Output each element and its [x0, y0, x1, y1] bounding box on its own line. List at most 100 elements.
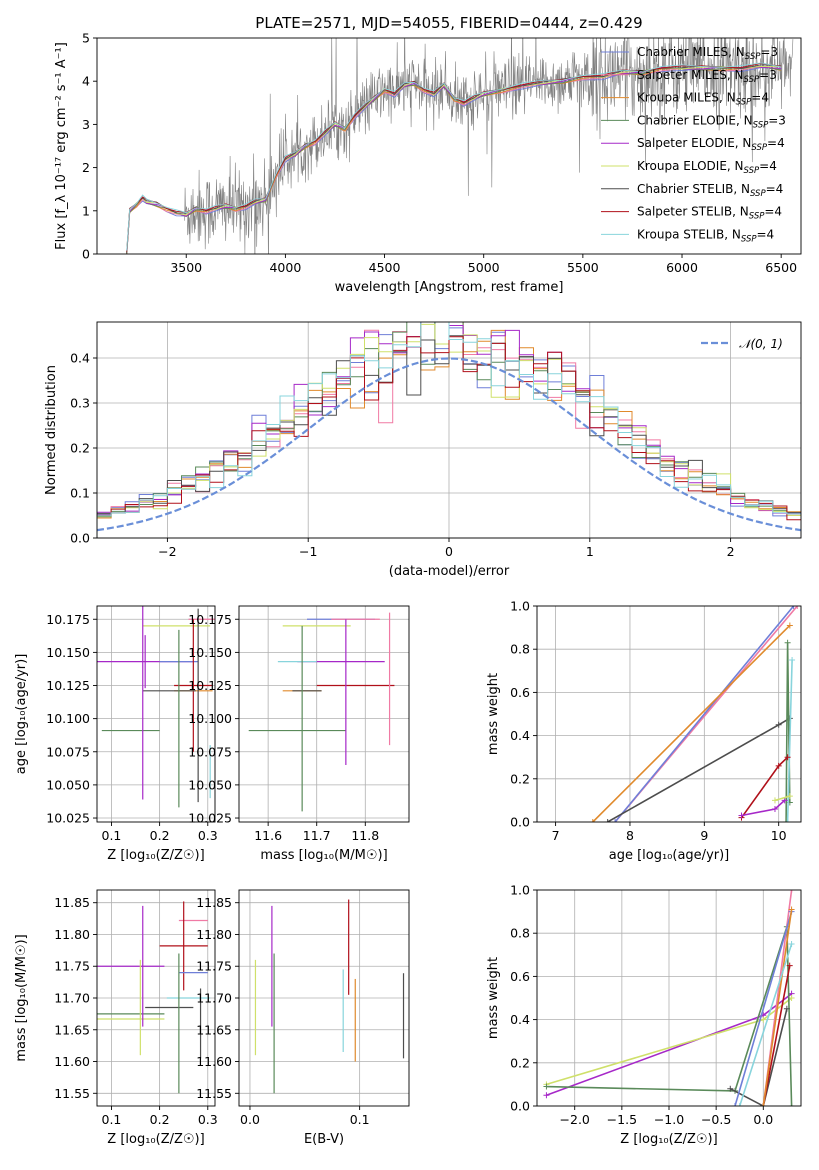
y-tick-label: 0.2	[70, 441, 90, 456]
y-tick-label: 4	[82, 74, 90, 89]
panel-age-vs-Z: 0.1 0.2 0.3 10.025 10.050 10.075 10.100 10.125 1…	[14, 605, 218, 863]
legend-text: Chabrier STELIB, N	[637, 182, 750, 196]
mass-weight-marker	[788, 941, 795, 947]
model-spectrum-line	[126, 62, 782, 251]
y-tick-label: 0.8	[510, 926, 530, 941]
x-tick-label: 5500	[567, 260, 599, 275]
x-tick-label: 0.1	[102, 828, 122, 843]
y-tick-label: 10.025	[46, 811, 90, 826]
y-tick-label: 0.0	[510, 1099, 530, 1114]
y-tick-label: 0.0	[70, 531, 90, 546]
legend-text: =4	[757, 227, 775, 241]
mass-weight-marker	[732, 1103, 738, 1106]
x-tick-label: 0.2	[150, 828, 170, 843]
y-tick-label: 11.70	[54, 991, 90, 1006]
mass-weight-marker	[727, 1085, 734, 1092]
y-tick-label: 11.65	[196, 1022, 232, 1037]
legend-text: Kroupa MILES, N	[637, 91, 736, 105]
observed-spectrum-line	[184, 38, 794, 254]
mass-weight-marker	[783, 1005, 790, 1012]
y-tick-label: 0.6	[510, 685, 530, 700]
plot-area	[248, 612, 395, 812]
legend-text: =3	[768, 113, 786, 127]
plot-area	[97, 901, 211, 1094]
y-tick-label: 11.65	[54, 1022, 90, 1037]
legend-entry: Salpeter STELIB, NSSP=4	[637, 205, 782, 222]
mass-weight-line	[729, 1008, 788, 1106]
x-tick-label: 9	[700, 828, 708, 843]
gaussian-reference-line	[97, 357, 801, 532]
mass-weight-marker	[790, 606, 797, 609]
x-axis-label: Z [log₁₀(Z/Z☉)]	[107, 848, 204, 863]
mass-weight-line	[607, 717, 791, 822]
mass-weight-marker	[788, 906, 795, 913]
mass-weight-marker	[775, 762, 782, 769]
y-tick-label: 10.100	[46, 711, 90, 726]
x-tick-label: −1.5	[607, 1112, 637, 1127]
panel-mass-vs-Z: 0.1 0.2 0.3 11.55 11.60 11.65 11.70 11.75 11.80 1…	[14, 889, 218, 1147]
y-tick-label: 0	[82, 247, 90, 262]
y-tick-label: 0.4	[510, 1012, 530, 1027]
axes-root: 3500 4000 4500 5000 5500 6000 6500 0 1 2 3 4 5 wavele…	[14, 31, 802, 1147]
legend-text: =4	[759, 159, 777, 173]
legend-entry: Salpeter ELODIE, NSSP=4	[637, 136, 785, 153]
legend-entry: Chabrier MILES, NSSP=3	[637, 45, 778, 62]
panel-mass-vs-ebv: 0.0 0.1 11.55 11.60 11.65 11.70 11.75 11.80 11.8…	[196, 889, 410, 1147]
x-tick-label: 0	[445, 544, 453, 559]
axes-overlay: 7 8 9 10 0.0 0.2 0.4 0.6 0.8 1.0 age [log₁₀(age/yr…	[486, 599, 802, 863]
mass-weight-marker	[775, 721, 782, 728]
legend-text: Kroupa STELIB, N	[637, 227, 741, 241]
y-tick-label: 10.175	[46, 612, 90, 627]
mass-weight-line	[762, 909, 793, 1106]
y-tick-label: 10.125	[46, 678, 90, 693]
histogram-step-line	[97, 322, 801, 538]
legend-subscript: SSP	[751, 143, 767, 153]
y-tick-label: 11.80	[196, 927, 232, 942]
x-tick-label: 6500	[765, 260, 797, 275]
histogram-step-line	[97, 322, 801, 538]
mass-weight-line	[614, 606, 795, 822]
y-tick-label: 10.125	[188, 678, 232, 693]
y-tick-label: 10.175	[188, 612, 232, 627]
mass-weight-line	[734, 911, 793, 1106]
axes-overlay: 0.0 0.1 11.55 11.60 11.65 11.70 11.75 11.80 11.8…	[196, 889, 410, 1147]
axes-overlay: −2 −1 0 1 2 0.0 0.1 0.2 0.3 0.4 (data-model)/error…	[44, 321, 802, 579]
mass-weight-marker	[738, 812, 745, 819]
mass-weight-marker	[788, 1103, 795, 1106]
panel-massweight-vs-age: 7 8 9 10 0.0 0.2 0.4 0.6 0.8 1.0 age [log₁₀(age/yr…	[486, 599, 802, 863]
y-tick-label: 11.80	[54, 927, 90, 942]
mass-weight-marker	[786, 793, 793, 800]
y-axis-label: mass weight	[486, 673, 501, 755]
y-tick-label: 11.60	[54, 1054, 90, 1069]
legend-text: Salpeter MILES, N	[637, 68, 744, 82]
mass-weight-marker	[771, 806, 778, 813]
legend-text: Chabrier MILES, N	[637, 45, 745, 59]
x-tick-label: −0.5	[701, 1112, 731, 1127]
legend-subscript: SSP	[736, 98, 752, 108]
mass-weight-marker	[783, 819, 790, 822]
legend-entry: Kroupa STELIB, NSSP=4	[637, 227, 774, 244]
axes-overlay: −2.0 −1.5 −1.0 −0.5 0.0 0.0 0.2 0.4 0.6 0.8 1.0 Z […	[486, 883, 802, 1147]
x-tick-label: 0.0	[240, 1112, 260, 1127]
y-axis-label: age [log₁₀(age/yr)]	[14, 654, 29, 775]
mass-weight-marker	[760, 1016, 767, 1023]
legend-text: =4	[766, 182, 784, 196]
mass-weight-line	[592, 624, 791, 822]
x-tick-label: 0.3	[198, 828, 218, 843]
mass-weight-marker	[788, 890, 795, 893]
legend-entry: Kroupa MILES, NSSP=4	[637, 91, 769, 108]
mass-weight-marker	[760, 1103, 767, 1106]
y-tick-label: 0.4	[510, 728, 530, 743]
x-tick-label: 0.3	[198, 1112, 218, 1127]
legend-subscript: SSP	[745, 52, 761, 62]
panel-spectrum: 3500 4000 4500 5000 5500 6000 6500 0 1 2 3 4 5 wavele…	[54, 31, 802, 295]
y-tick-label: 5	[82, 31, 90, 46]
y-tick-label: 0.4	[70, 351, 90, 366]
y-tick-label: 0.2	[510, 1055, 530, 1070]
legend-text: Salpeter ELODIE, N	[637, 136, 751, 150]
x-tick-label: 10	[771, 828, 787, 843]
axes-overlay: 3500 4000 4500 5000 5500 6000 6500 0 1 2 3 4 5 wavele…	[54, 31, 802, 295]
plot-area	[543, 890, 795, 1106]
x-tick-label: 7	[552, 828, 560, 843]
